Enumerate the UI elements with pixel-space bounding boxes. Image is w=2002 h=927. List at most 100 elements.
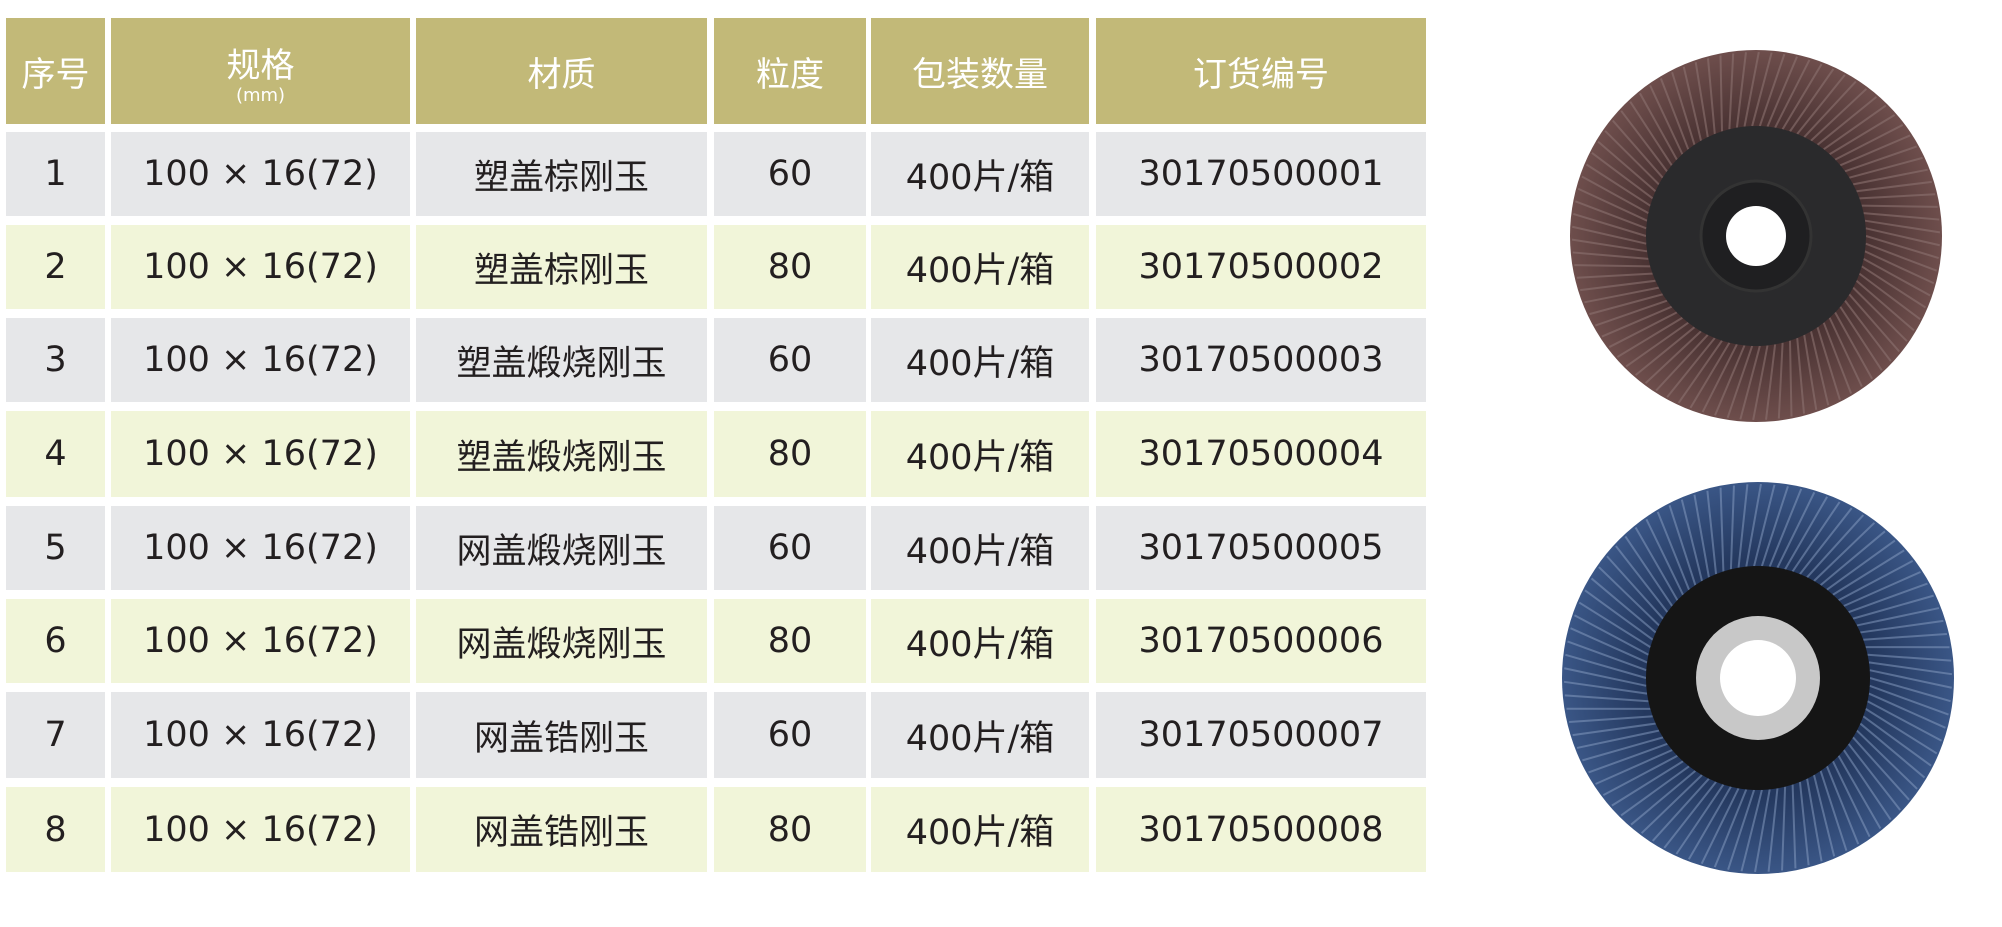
flap-line — [1577, 187, 1648, 222]
flap-line — [1608, 311, 1678, 348]
flap-line — [1842, 749, 1892, 821]
flap-line — [1625, 321, 1689, 368]
flap-line — [1856, 729, 1918, 790]
cell-package: 400片/箱 — [871, 132, 1089, 216]
flap-line — [1799, 507, 1853, 575]
flap-line — [1753, 484, 1776, 567]
cell-package: 400片/箱 — [871, 318, 1089, 402]
flap-line — [1576, 272, 1653, 279]
flap-line — [1839, 306, 1883, 371]
flap-line — [1571, 238, 1648, 253]
flap-line — [1864, 219, 1941, 234]
flap-line — [1727, 789, 1756, 870]
flap-line — [1826, 765, 1860, 845]
flap-line — [1745, 483, 1762, 567]
flap-line — [1655, 334, 1709, 392]
flap-line — [1781, 63, 1823, 130]
flap-line — [1776, 491, 1816, 569]
flap-line — [1819, 770, 1848, 851]
flap-line — [1706, 490, 1718, 575]
flap-line — [1620, 765, 1690, 817]
flap-line — [1601, 305, 1673, 338]
flap-line — [1680, 499, 1703, 582]
cell-index: 2 — [6, 225, 105, 309]
flap-line — [1768, 488, 1803, 567]
flap-line — [1578, 601, 1651, 648]
flap-line — [1624, 535, 1674, 607]
flap-line — [1572, 225, 1647, 245]
flap-line — [1682, 66, 1702, 141]
flap-line — [1677, 340, 1723, 404]
cell-spec: 100 × 16(72) — [111, 787, 410, 872]
flap-line — [1826, 539, 1896, 591]
cell-index: 6 — [6, 599, 105, 683]
cell-index: 1 — [6, 132, 105, 216]
cell-order-number: 30170500003 — [1096, 318, 1426, 402]
flap-line — [1576, 729, 1660, 749]
flap-line — [1629, 101, 1673, 166]
flap-line — [1852, 286, 1908, 342]
flap-line — [1668, 505, 1697, 586]
flap-line — [1869, 677, 1951, 703]
header-material: 材质 — [416, 18, 707, 124]
flap-line — [1606, 555, 1664, 620]
flap-line — [1574, 200, 1647, 230]
flap-line — [1860, 619, 1944, 634]
flap-line — [1754, 789, 1771, 873]
flap-line — [1865, 708, 1938, 755]
flap-line — [1564, 667, 1647, 687]
cell-index: 8 — [6, 787, 105, 872]
flap-line — [1564, 694, 1649, 703]
cell-grit: 80 — [714, 225, 866, 309]
flap-line — [1659, 78, 1690, 150]
flap-line — [1706, 58, 1716, 135]
flap-line — [1859, 193, 1936, 200]
cell-spec: 100 × 16(72) — [111, 132, 410, 216]
flap-line — [1713, 789, 1748, 868]
flap-line — [1839, 134, 1911, 167]
flap-line — [1856, 607, 1940, 627]
flap-line — [1594, 299, 1668, 327]
flap-line — [1585, 163, 1651, 207]
cell-material: 网盖煅烧刚玉 — [416, 599, 707, 683]
flap-line — [1611, 760, 1684, 807]
flap-line — [1581, 175, 1649, 215]
brown-flap-disc-photo — [1570, 50, 1942, 422]
flap-line — [1604, 130, 1660, 186]
flap-line — [1751, 52, 1773, 127]
flap-line — [1760, 486, 1789, 567]
flap-line — [1649, 85, 1684, 155]
flap-line — [1689, 342, 1731, 409]
flap-line — [1796, 74, 1846, 135]
flap-line — [1737, 484, 1749, 568]
flap-line — [1862, 715, 1932, 767]
flap-line — [1867, 653, 1952, 662]
flap-line — [1582, 736, 1664, 762]
flap-line — [1616, 316, 1683, 358]
cell-package: 400片/箱 — [871, 787, 1089, 872]
flap-line — [1784, 496, 1828, 570]
cell-index: 3 — [6, 318, 105, 402]
flap-line — [1701, 343, 1738, 413]
flap-line — [1789, 68, 1835, 132]
flap-line — [1612, 119, 1664, 179]
flap-line — [1714, 345, 1746, 416]
flap-line — [1858, 272, 1921, 320]
header-label: 序号 — [21, 54, 90, 95]
flap-line — [1588, 742, 1668, 774]
flap-line — [1602, 754, 1678, 796]
flap-line — [1863, 212, 1940, 221]
flap-line — [1791, 501, 1841, 573]
flap-line — [1572, 251, 1649, 260]
cell-spec: 100 × 16(72) — [111, 692, 410, 778]
cell-spec: 100 × 16(72) — [111, 506, 410, 590]
cell-material: 塑盖煅烧刚玉 — [416, 411, 707, 497]
cell-spec: 100 × 16(72) — [111, 411, 410, 497]
flap-line — [1852, 594, 1934, 620]
flap-line — [1590, 577, 1657, 634]
flap-line — [1848, 293, 1900, 353]
flap-line — [1868, 661, 1953, 676]
flap-line — [1810, 88, 1868, 142]
flap-line — [1565, 653, 1647, 679]
cell-spec: 100 × 16(72) — [111, 225, 410, 309]
